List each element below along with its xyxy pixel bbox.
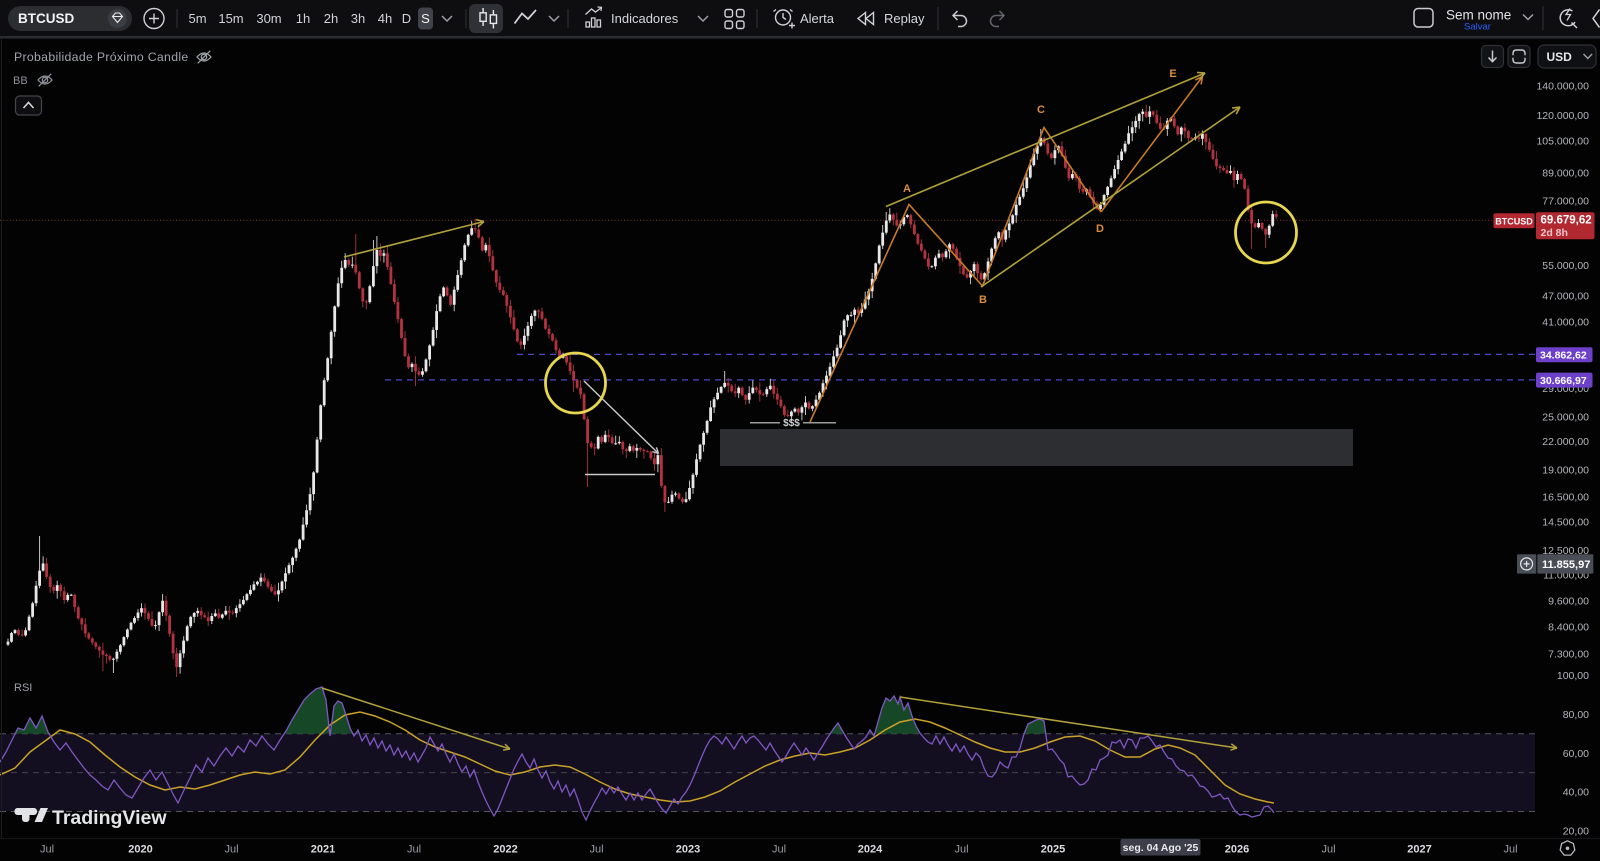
svg-text:Jul: Jul	[589, 844, 603, 856]
svg-text:1h: 1h	[296, 11, 310, 26]
svg-text:Alerta: Alerta	[800, 11, 835, 26]
svg-text:BTCUSD: BTCUSD	[18, 11, 74, 26]
svg-text:2020: 2020	[128, 844, 152, 856]
svg-text:Indicadores: Indicadores	[611, 11, 679, 26]
svg-text:Jul: Jul	[1503, 844, 1517, 856]
svg-text:4h: 4h	[378, 11, 392, 26]
svg-text:S: S	[421, 11, 430, 26]
svg-text:2027: 2027	[1407, 844, 1431, 856]
svg-text:Jul: Jul	[40, 844, 54, 856]
svg-text:30.666,97: 30.666,97	[1540, 375, 1587, 387]
svg-text:2023: 2023	[676, 844, 700, 856]
svg-text:RSI: RSI	[14, 682, 32, 694]
svg-text:2024: 2024	[858, 844, 883, 856]
svg-text:seg. 04 Ago '25: seg. 04 Ago '25	[1123, 842, 1199, 854]
svg-text:TradingView: TradingView	[52, 807, 167, 829]
svg-text:$$$: $$$	[783, 418, 800, 429]
svg-text:20,00: 20,00	[1563, 826, 1589, 838]
svg-text:16.500,00: 16.500,00	[1542, 492, 1589, 504]
svg-text:E: E	[1169, 68, 1176, 80]
svg-text:40,00: 40,00	[1563, 787, 1589, 799]
svg-text:80,00: 80,00	[1563, 709, 1589, 721]
svg-text:34.862,62: 34.862,62	[1540, 350, 1587, 362]
svg-text:60,00: 60,00	[1563, 748, 1589, 760]
svg-text:Salvar: Salvar	[1464, 22, 1491, 33]
svg-text:69.679,62: 69.679,62	[1541, 215, 1592, 227]
svg-text:3h: 3h	[351, 11, 365, 26]
svg-text:55.000,00: 55.000,00	[1542, 260, 1589, 272]
svg-text:41.000,00: 41.000,00	[1542, 317, 1589, 329]
svg-text:15m: 15m	[218, 11, 243, 26]
svg-text:30m: 30m	[256, 11, 281, 26]
svg-text:2025: 2025	[1041, 844, 1065, 856]
svg-text:11.855,97: 11.855,97	[1542, 559, 1590, 571]
svg-text:2h: 2h	[324, 11, 338, 26]
svg-text:100,00: 100,00	[1557, 670, 1589, 682]
svg-text:2022: 2022	[493, 844, 517, 856]
svg-text:9.600,00: 9.600,00	[1548, 596, 1589, 608]
svg-text:7.300,00: 7.300,00	[1548, 648, 1589, 660]
svg-text:C: C	[1037, 104, 1045, 116]
svg-text:B: B	[979, 294, 987, 306]
svg-text:47.000,00: 47.000,00	[1542, 290, 1589, 302]
svg-text:BB: BB	[13, 75, 28, 87]
svg-text:2d 8h: 2d 8h	[1541, 227, 1568, 239]
svg-text:14.500,00: 14.500,00	[1542, 516, 1589, 528]
svg-text:Jul: Jul	[1321, 844, 1335, 856]
svg-text:19.000,00: 19.000,00	[1542, 464, 1589, 476]
svg-text:2026: 2026	[1225, 844, 1249, 856]
svg-text:Sem nome: Sem nome	[1446, 8, 1511, 23]
svg-text:25.000,00: 25.000,00	[1542, 412, 1589, 424]
svg-text:8.400,00: 8.400,00	[1548, 621, 1589, 633]
svg-text:Replay: Replay	[884, 11, 925, 26]
svg-text:140.000,00: 140.000,00	[1536, 80, 1589, 92]
svg-text:A: A	[903, 183, 911, 195]
svg-text:D: D	[402, 11, 411, 26]
svg-text:D: D	[1096, 223, 1104, 235]
svg-text:USD: USD	[1547, 50, 1573, 64]
svg-text:2021: 2021	[311, 844, 335, 856]
svg-text:89.000,00: 89.000,00	[1542, 168, 1589, 180]
svg-text:Jul: Jul	[954, 844, 968, 856]
svg-text:22.000,00: 22.000,00	[1542, 436, 1589, 448]
svg-text:77.000,00: 77.000,00	[1542, 195, 1589, 207]
svg-text:Probabilidade Próximo Candle: Probabilidade Próximo Candle	[14, 50, 189, 64]
svg-text:Jul: Jul	[772, 844, 786, 856]
svg-text:Jul: Jul	[224, 844, 238, 856]
svg-text:5m: 5m	[188, 11, 206, 26]
svg-text:120.000,00: 120.000,00	[1536, 110, 1589, 122]
svg-text:12.500,00: 12.500,00	[1542, 545, 1589, 557]
svg-text:BTCUSD: BTCUSD	[1495, 216, 1533, 226]
svg-text:Jul: Jul	[407, 844, 421, 856]
svg-text:105.000,00: 105.000,00	[1536, 136, 1589, 148]
